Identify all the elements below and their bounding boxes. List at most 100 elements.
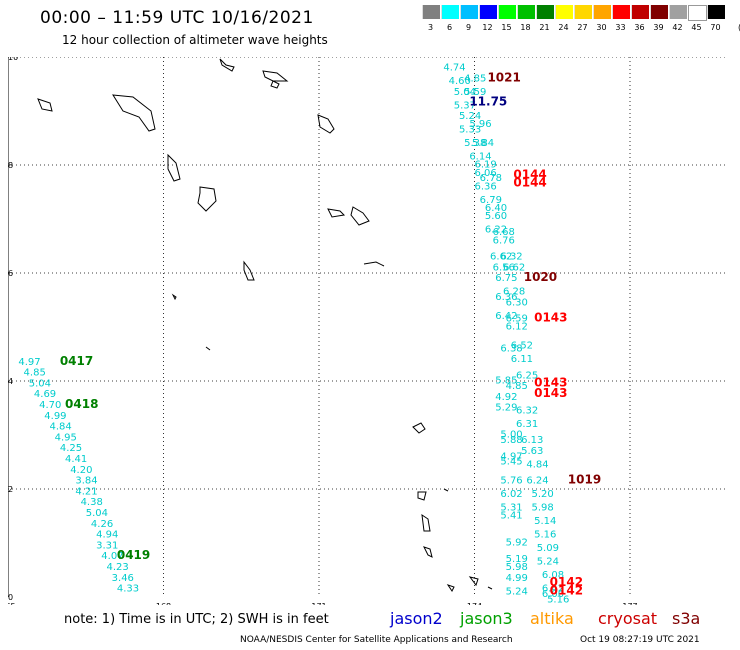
pass-time-label: 0142 [550,583,583,597]
wave-height-value: 6.14 [469,152,491,163]
lon-tick-label: 165 [8,602,16,605]
wave-height-value: 4.97 [500,451,522,462]
wave-height-value: 4.07 [101,551,123,562]
legend-swatch [612,5,630,19]
wave-height-value: 6.24 [526,476,548,487]
legend-swatch [688,5,707,21]
island-outline [197,186,217,212]
island-outline [363,261,385,267]
wave-height-value: 6.62 [490,252,512,263]
wave-height-value: 4.90 [459,57,481,60]
satellite-cryosat: cryosat [598,609,658,628]
pass-time-label: 0419 [117,548,150,562]
wave-height-value: 6.62 [503,262,525,273]
wave-height-value: 5.00 [500,430,522,441]
wave-height-value: 5.85 [495,376,517,387]
lon-tick-label: 171 [311,602,326,605]
legend-swatch [631,5,649,19]
island-outline [421,513,431,532]
wave-height-value: 6.68 [493,227,515,238]
island-outline [171,293,177,301]
island-outline [205,346,211,351]
wave-height-value: 5.33 [459,125,481,136]
wave-height-value: 6.78 [480,173,502,184]
units-note: note: 1) Time is in UTC; 2) SWH is in fe… [64,612,329,627]
wave-height-value: 4.99 [44,411,66,422]
pass-time-label: 0418 [65,397,98,411]
wave-height-value: 6.52 [511,341,533,352]
wave-height-value: 5.09 [537,543,559,554]
wave-height-value: 5.59 [464,87,486,98]
wave-height-value: 4.25 [60,443,82,454]
legend-label: 33 [615,23,626,32]
legend-label: 27 [577,23,588,32]
wave-height-value: 4.99 [506,573,528,584]
lon-tick-label: 168 [156,602,171,605]
legend-label: 3 [427,23,434,32]
island-outline [468,576,479,587]
wave-height-value: 5.37 [454,100,476,111]
lon-tick-label: 177 [622,602,637,605]
wave-height-value: 4.84 [49,422,71,433]
wave-height-value: 4.26 [91,519,113,530]
lat-tick-label: 10 [8,57,18,62]
wave-height-value: 4.38 [81,497,103,508]
legend-swatch [707,5,725,19]
wave-height-value: 3.31 [96,540,118,551]
island-outline [317,114,335,134]
legend-label: 15 [501,23,512,32]
pass-time-label: 0417 [60,354,93,368]
wave-height-value: 5.20 [532,489,554,500]
wave-height-value: 5.88 [500,435,522,446]
legend-swatch [574,5,592,19]
wave-height-value: 5.96 [469,119,491,130]
wave-height-value: 6.79 [480,195,502,206]
wave-height-value: 6.59 [506,314,528,325]
wave-height-value: 6.22 [485,225,507,236]
wave-height-value: 4.85 [464,73,486,84]
island-outline [423,546,433,558]
pass-time-label: 0143 [534,386,567,400]
wave-height-value: 4.70 [39,400,61,411]
pass-time-label: 0143 [534,375,567,389]
legend-label: 12 [482,23,493,32]
wave-height-value: 5.38 [464,138,486,149]
legend-swatch [593,5,611,19]
wave-height-value: 6.12 [506,322,528,333]
lat-tick-label: 4 [8,377,13,386]
wave-height-value: 6.40 [485,203,507,214]
island-outline [262,70,289,82]
wave-height-value: 5.76 [500,476,522,487]
island-outline [219,58,235,72]
legend-swatch [479,5,497,19]
island-outline [167,153,181,182]
island-outline [487,586,493,590]
legend-swatch [555,5,573,19]
wave-height-value: 5.19 [506,554,528,565]
wave-height-value: 4.20 [70,465,92,476]
wave-height-value: 4.21 [75,486,97,497]
wave-height-value: 5.24 [506,586,528,597]
wave-height-value: 4.23 [106,562,128,573]
wave-height-value: 3.46 [112,573,134,584]
generated-timestamp: Oct 19 08:27:19 UTC 2021 [580,635,700,645]
pass-time-label: 0144 [513,168,546,182]
lat-tick-label: 6 [8,269,13,278]
wave-height-value: 4.69 [34,389,56,400]
legend-swatch [441,5,459,19]
wave-height-value: 6.19 [475,160,497,171]
wave-height-value: 4.84 [526,459,548,470]
wave-height-map: 16516817117417702468104.974.855.044.694.… [8,57,728,605]
pass-time-label: 1019 [568,473,601,487]
lat-tick-label: 0 [8,593,13,602]
wave-height-value: 6.08 [542,570,564,581]
wave-height-value: 5.16 [547,594,569,605]
pass-time-label: 11.75 [469,95,507,109]
wave-height-value: 5.04 [86,508,108,519]
pass-time-label: 0144 [513,176,546,190]
pass-time-label: 0142 [550,575,583,589]
lat-tick-label: 2 [8,485,13,494]
wave-height-value: 4.94 [96,530,118,541]
wave-height-value: 5.14 [534,516,556,527]
island-outline [350,206,370,226]
